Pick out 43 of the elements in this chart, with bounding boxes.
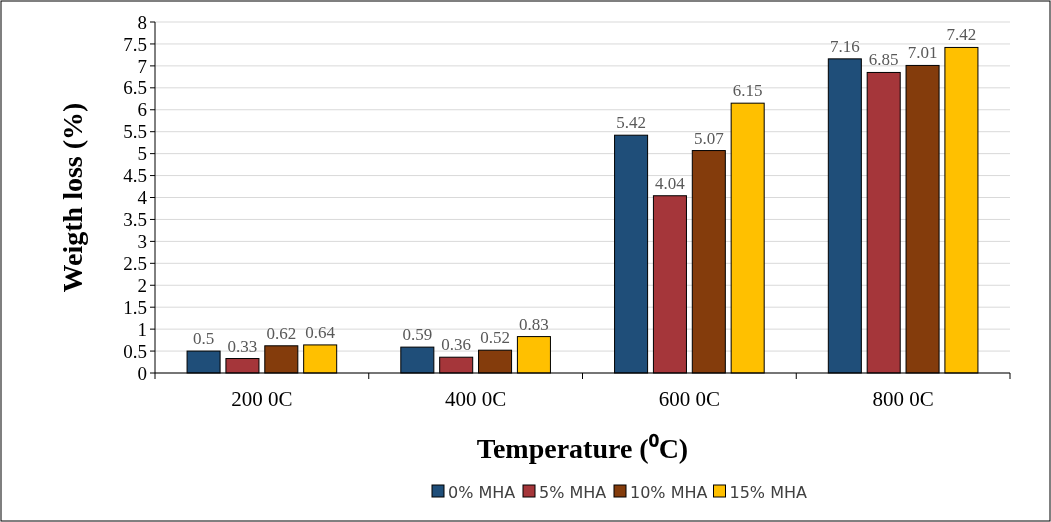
data-label: 5.07 <box>693 128 725 148</box>
y-tick-label: 5.5 <box>123 121 147 143</box>
y-tick-label: 2 <box>137 274 147 296</box>
y-tick-label: 1.5 <box>123 296 147 318</box>
data-label: 0.33 <box>227 336 258 356</box>
x-tick-label: 200 0C <box>231 387 293 411</box>
x-tick-label: 600 0C <box>658 387 721 411</box>
y-tick-label: 1 <box>137 318 147 340</box>
y-tick-label: 0 <box>137 362 147 384</box>
legend-label: 10% MHA <box>630 482 708 502</box>
data-label: 7.42 <box>946 25 977 45</box>
data-label: 0.59 <box>402 325 433 345</box>
y-tick-label: 7 <box>137 55 147 77</box>
y-axis-title: Weigth loss (%) <box>57 102 88 293</box>
y-tick-label: 6.5 <box>123 77 147 99</box>
data-label: 0.64 <box>305 322 336 342</box>
y-tick-label: 8 <box>137 11 147 33</box>
y-tick-label: 5 <box>137 143 147 165</box>
legend-label: 0% MHA <box>448 482 516 502</box>
data-label: 5.42 <box>616 113 646 133</box>
y-tick-label: 2.5 <box>123 252 147 274</box>
y-tick-label: 3 <box>137 231 147 253</box>
legend-label: 15% MHA <box>729 482 807 502</box>
data-label: 7.16 <box>829 36 860 56</box>
y-tick-label: 3.5 <box>123 209 147 231</box>
data-label: 0.83 <box>519 314 549 334</box>
y-tick-label: 0.5 <box>123 340 147 362</box>
y-tick-label: 4 <box>137 187 148 209</box>
data-label: 0.36 <box>441 335 472 355</box>
legend-label: 5% MHA <box>539 482 607 502</box>
data-label: 0.52 <box>480 328 510 348</box>
data-label: 0.5 <box>192 329 215 349</box>
y-tick-label: 6 <box>137 99 147 121</box>
data-label: 6.85 <box>868 50 899 70</box>
data-label: 6.15 <box>732 81 763 101</box>
x-axis-title: Temperature (⁰C) <box>476 433 689 464</box>
x-tick-label: 800 0C <box>872 387 934 411</box>
data-label: 0.62 <box>266 323 297 343</box>
data-label: 4.04 <box>655 173 686 193</box>
x-tick-label: 400 0C <box>444 387 507 411</box>
y-tick-label: 7.5 <box>123 33 147 55</box>
y-tick-label: 4.5 <box>123 165 147 187</box>
data-label: 7.01 <box>907 43 938 63</box>
